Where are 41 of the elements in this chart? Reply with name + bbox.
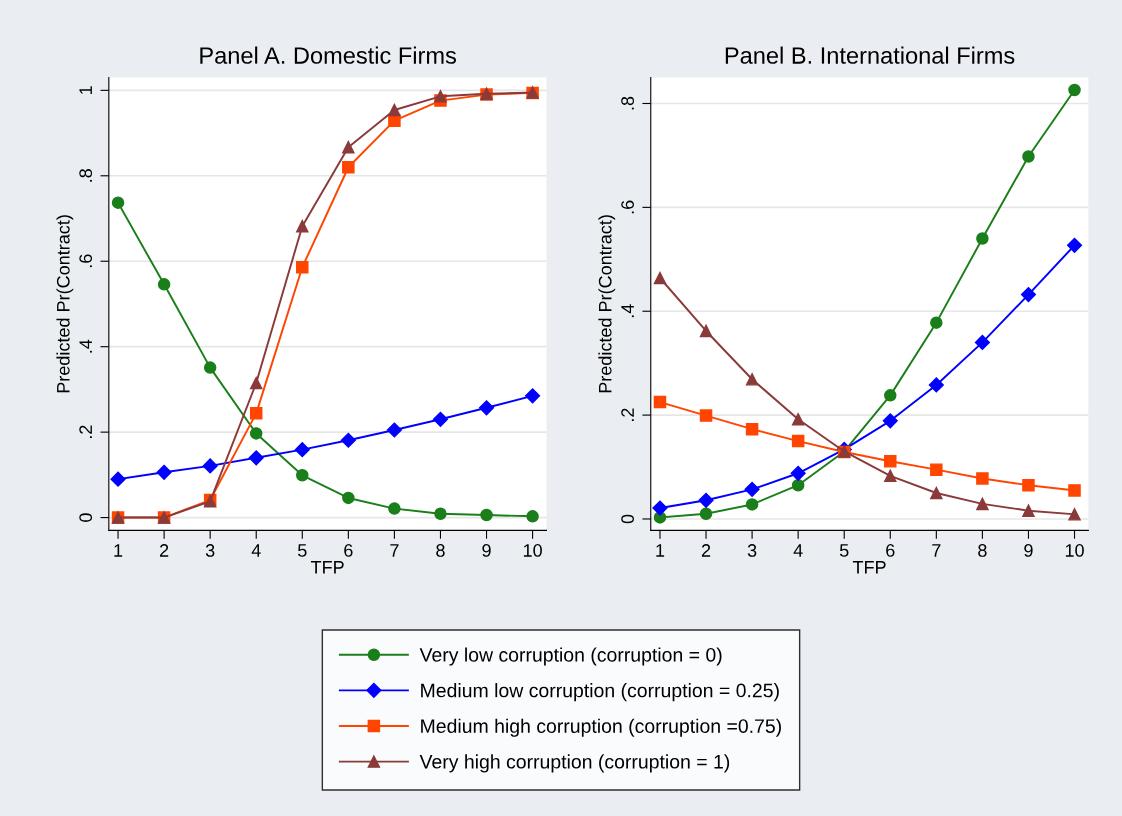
x-tick-label: 10 — [1065, 544, 1084, 557]
y-tick-label: .4 — [621, 304, 634, 318]
chart-title: Panel A. Domestic Firms — [200, 46, 457, 64]
y-tick-label: .8 — [79, 169, 93, 182]
x-tick-label: 7 — [390, 544, 399, 557]
x-tick-label: 9 — [1024, 544, 1033, 557]
x-tick-label: 10 — [523, 544, 542, 557]
x-tick-label: 9 — [482, 544, 491, 557]
x-tick-label: 3 — [205, 544, 215, 557]
y-axis-title: Predicted Pr(Contract) — [56, 215, 74, 393]
y-tick-label: 1 — [79, 86, 92, 94]
x-tick-label: 6 — [344, 544, 353, 557]
x-tick-label: 5 — [839, 544, 849, 557]
legend-label: Very low corruption (corruption = 0) — [419, 647, 722, 666]
x-tick-label: 4 — [251, 544, 261, 557]
x-tick-label: 8 — [978, 544, 987, 557]
x-tick-label: 2 — [701, 544, 711, 557]
y-tick-label: 0 — [621, 514, 634, 524]
x-tick-label: 1 — [656, 544, 665, 557]
legend-label: Very high corruption (corruption = 1) — [419, 754, 730, 773]
x-tick-label: 2 — [160, 544, 169, 557]
y-tick-label: .2 — [621, 408, 634, 421]
y-tick-label: .6 — [79, 254, 93, 268]
x-tick-label: 8 — [436, 544, 445, 557]
legend-label: Medium high corruption (corruption =0.75) — [421, 718, 781, 737]
x-tick-label: 1 — [114, 544, 123, 557]
x-tick-label: 4 — [793, 544, 803, 557]
legend-label: Medium low corruption (corruption = 0.25) — [421, 683, 779, 702]
chart-title: Panel B. International Firms — [725, 46, 1015, 64]
x-tick-label: 5 — [297, 544, 307, 557]
x-axis-title: TFP — [310, 561, 344, 574]
x-tick-label: 6 — [886, 544, 895, 557]
y-tick-label: .2 — [79, 425, 92, 439]
y-tick-label: .4 — [79, 339, 92, 353]
x-axis-title: TFP — [852, 561, 886, 574]
y-tick-label: 0 — [79, 513, 93, 522]
x-tick-label: 7 — [932, 544, 941, 557]
y-axis-title: Predicted Pr(Contract) — [598, 215, 616, 393]
y-tick-label: .6 — [621, 200, 634, 214]
x-tick-label: 3 — [747, 544, 757, 557]
y-tick-label: .8 — [621, 96, 634, 110]
